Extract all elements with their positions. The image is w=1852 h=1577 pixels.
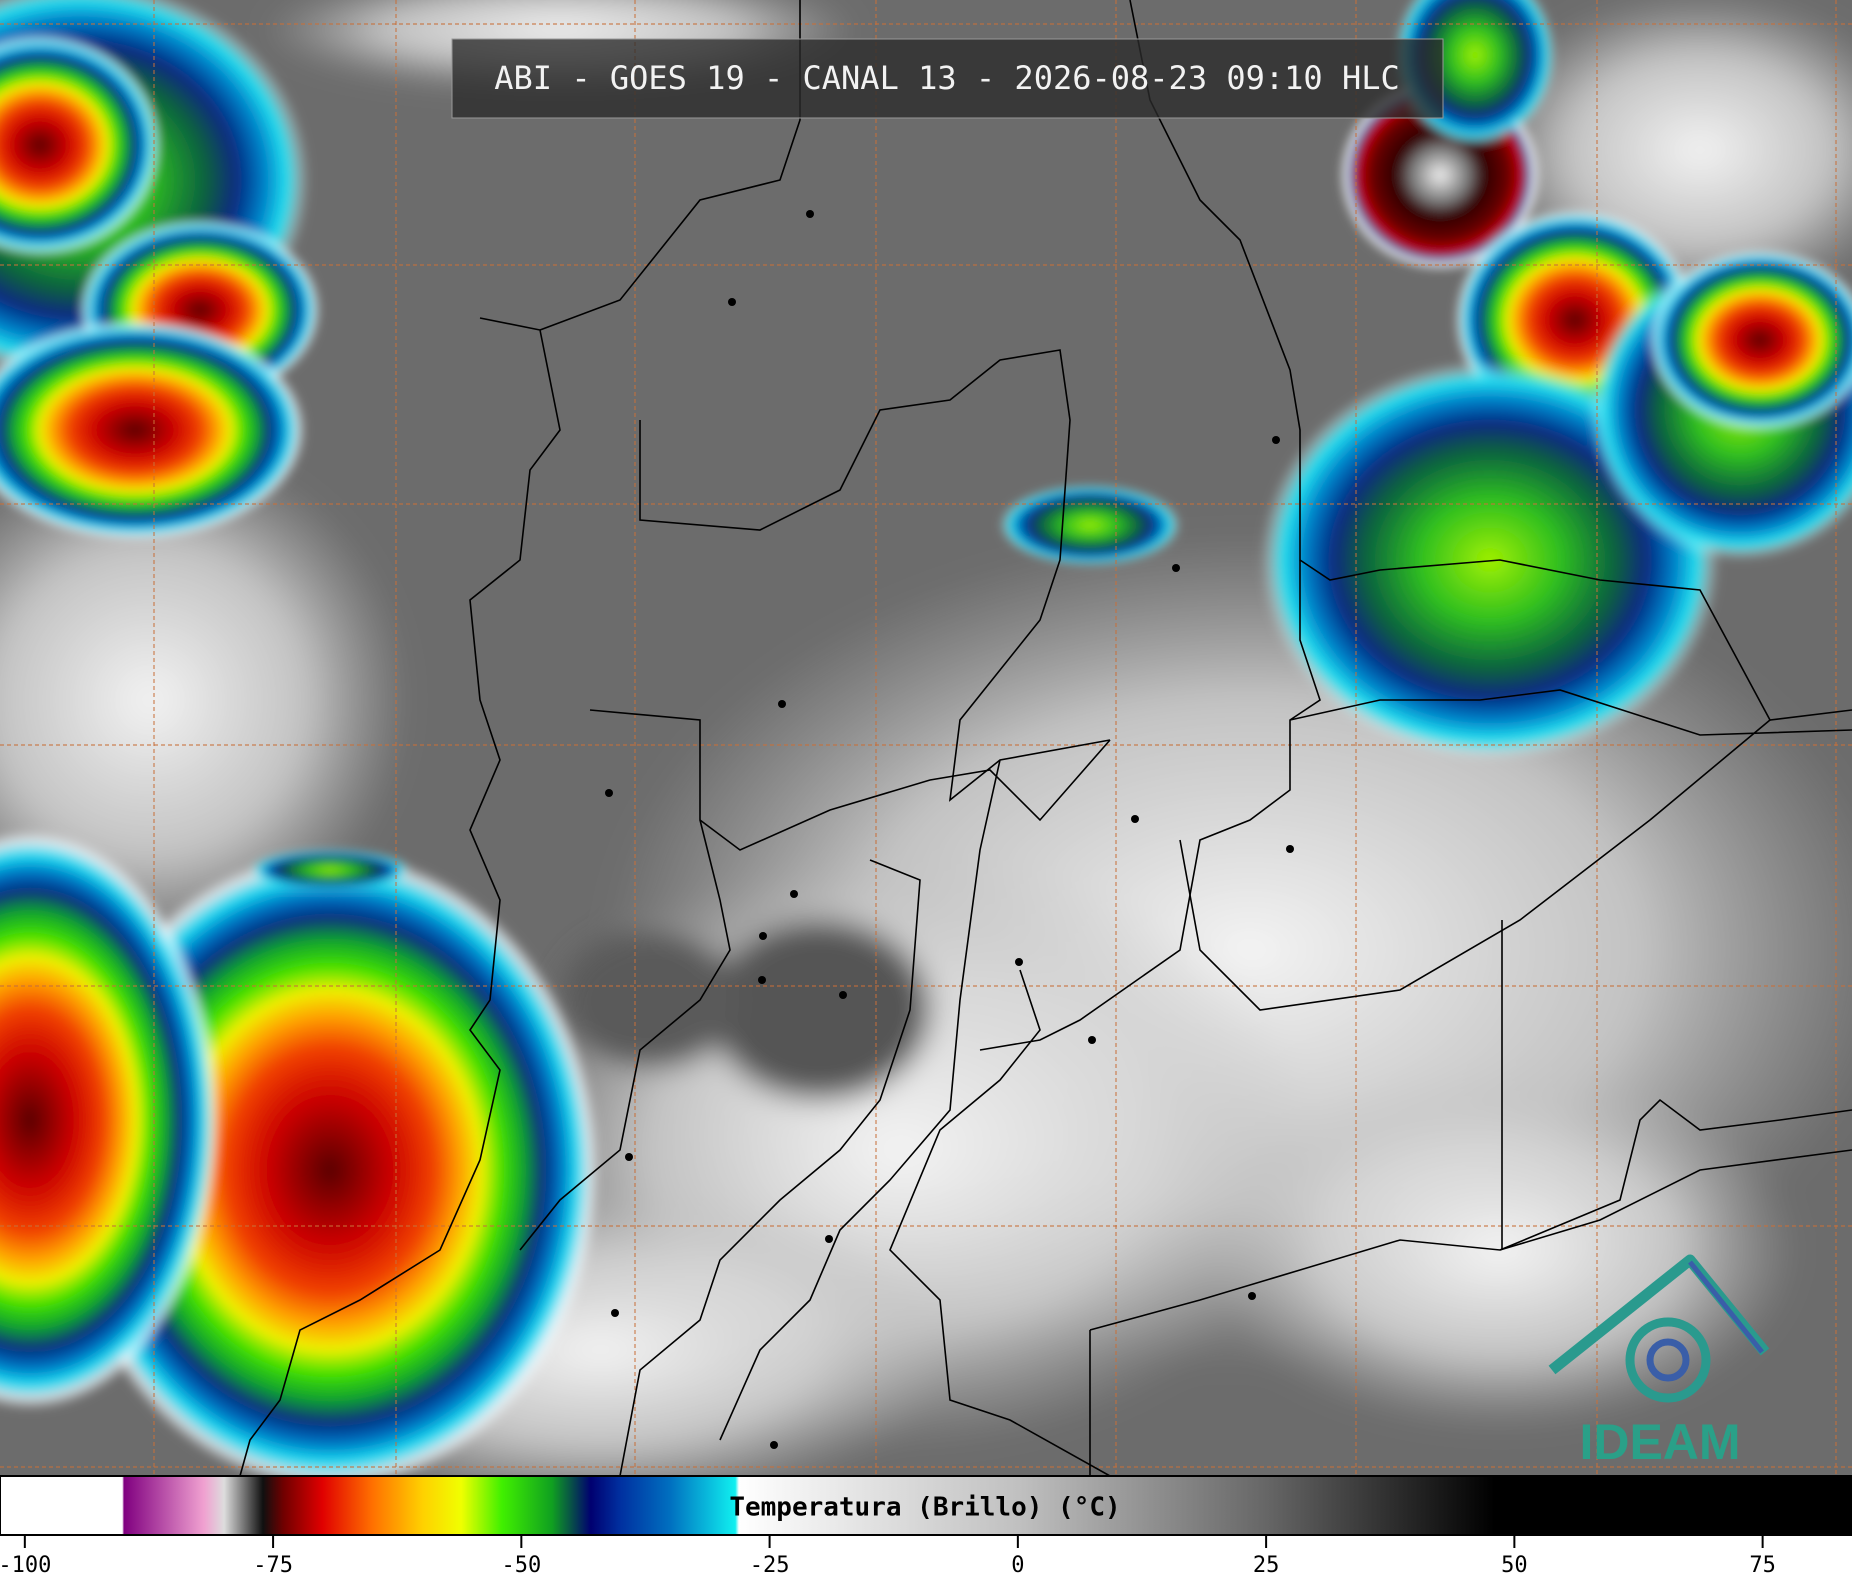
logo-swirl <box>1625 1317 1711 1403</box>
cloud-field <box>0 0 1852 1476</box>
title-box <box>451 38 1444 119</box>
borders <box>239 0 1852 1476</box>
colorbar-tick-label: -50 <box>501 1553 541 1577</box>
logo-text: IDEAM <box>1579 1414 1740 1470</box>
colorbar-tick-label: -25 <box>750 1553 790 1577</box>
colorbar-tick-label: -75 <box>253 1553 293 1577</box>
satellite-map: ABI - GOES 19 - CANAL 13 - 2026-08-23 09… <box>0 0 1852 1476</box>
colorbar-tick-label: 25 <box>1253 1553 1280 1577</box>
colorbar-tick-label: 0 <box>1011 1553 1024 1577</box>
convective-cells <box>0 0 1852 1476</box>
colorbar-label: Temperatura (Brillo) (°C) <box>729 1493 1120 1523</box>
title: ABI - GOES 19 - CANAL 13 - 2026-08-23 09… <box>494 59 1399 97</box>
colorbar-tick-label: 75 <box>1749 1553 1776 1577</box>
logo: IDEAM <box>1548 1254 1770 1470</box>
colorbar-tick-label: -100 <box>0 1553 51 1577</box>
colorbar-ramp <box>0 1475 1852 1536</box>
logo-roof-edge <box>1688 1260 1764 1354</box>
colorbar-tick-label: 50 <box>1501 1553 1528 1577</box>
colorbar: Temperatura (Brillo) (°C) -100 -75 -50 -25 0… <box>0 1475 1852 1577</box>
logo-swirl-inner <box>1646 1338 1690 1382</box>
cities <box>605 210 1294 1449</box>
graticule <box>0 0 1852 1476</box>
